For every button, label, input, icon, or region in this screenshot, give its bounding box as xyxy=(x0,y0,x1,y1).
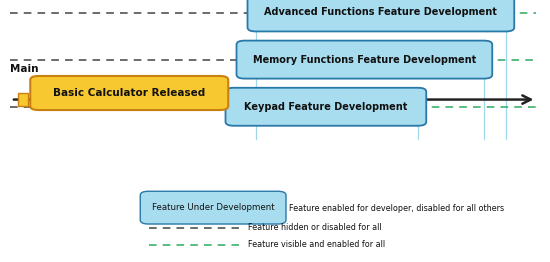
FancyBboxPatch shape xyxy=(140,191,286,224)
Text: Keypad Feature Development: Keypad Feature Development xyxy=(244,102,408,112)
Text: Basic Calculator Released: Basic Calculator Released xyxy=(53,88,205,98)
FancyBboxPatch shape xyxy=(248,0,514,31)
Text: Advanced Functions Feature Development: Advanced Functions Feature Development xyxy=(265,7,497,18)
Text: Feature hidden or disabled for all: Feature hidden or disabled for all xyxy=(248,223,381,232)
Text: Main: Main xyxy=(10,64,38,74)
Text: Memory Functions Feature Development: Memory Functions Feature Development xyxy=(253,54,476,65)
FancyBboxPatch shape xyxy=(226,88,426,126)
Text: Feature visible and enabled for all: Feature visible and enabled for all xyxy=(248,241,384,249)
Text: Feature enabled for developer, disabled for all others: Feature enabled for developer, disabled … xyxy=(289,204,504,213)
FancyBboxPatch shape xyxy=(236,41,492,79)
FancyBboxPatch shape xyxy=(18,93,28,106)
Text: Feature Under Development: Feature Under Development xyxy=(152,203,274,212)
FancyBboxPatch shape xyxy=(30,76,228,110)
